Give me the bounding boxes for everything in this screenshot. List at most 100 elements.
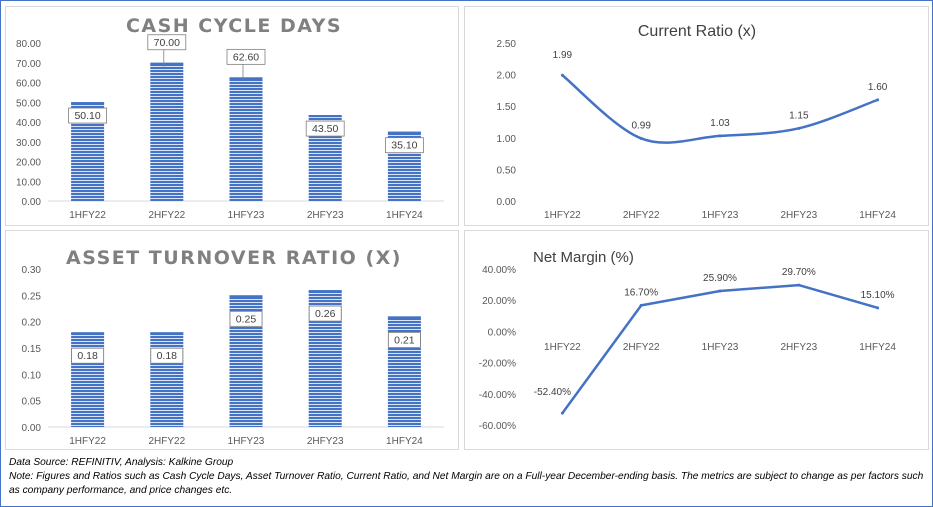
x-tick-label: 1HFY22	[69, 210, 106, 221]
y-tick-label: 50.00	[16, 98, 41, 109]
x-tick-label: 2HFY22	[148, 210, 185, 221]
data-label: 0.26	[315, 308, 336, 320]
data-label-box	[71, 347, 104, 364]
data-label: 43.50	[312, 123, 338, 135]
data-label: 0.25	[236, 313, 257, 325]
data-point	[718, 134, 722, 138]
y-tick-label: 0.20	[22, 318, 42, 329]
x-tick-label: 2HFY22	[623, 342, 660, 353]
data-point	[639, 136, 643, 140]
data-label: 1.60	[868, 82, 888, 93]
data-label: 25.90%	[703, 273, 737, 284]
data-label-box	[68, 107, 107, 124]
x-tick-label: 1HFY23	[702, 342, 739, 353]
data-point	[797, 126, 801, 130]
bar-top-edge	[387, 131, 421, 134]
y-tick-label: 10.00	[16, 177, 41, 188]
data-point	[797, 283, 801, 287]
x-tick-label: 2HFY23	[307, 210, 344, 221]
footnotes: Data Source: REFINITIV, Analysis: Kalkin…	[9, 456, 924, 498]
y-tick-label: 0.50	[497, 165, 517, 176]
y-tick-label: 60.00	[16, 79, 41, 90]
cash-cycle-days-panel: CASH CYCLE DAYS 0.00 10.00 20.00 30.00 40.00…	[5, 6, 459, 226]
bar-top-edge	[150, 62, 184, 65]
y-tick-label: 40.00	[16, 118, 41, 129]
data-label: 1.99	[553, 50, 573, 61]
data-point	[876, 98, 880, 102]
data-label-box	[384, 137, 424, 154]
asset-turnover-panel: ASSET TURNOVER RATIO (X) 0.00 0.05 0.10 0.1…	[5, 230, 459, 450]
data-label: 0.18	[157, 350, 178, 362]
y-tick-label: 0.25	[22, 291, 42, 302]
y-tick-label: -60.00%	[479, 421, 516, 432]
y-tick-label: 1.50	[497, 102, 517, 113]
data-label: 70.00	[154, 37, 180, 49]
data-label: 15.10%	[861, 290, 895, 301]
y-tick-label: 1.00	[497, 134, 517, 145]
current-ratio-panel: Current Ratio (x) 0.00 0.50 1.00 1.50 2.00 2.…	[464, 6, 929, 226]
y-tick-label: 0.15	[22, 344, 42, 355]
x-tick-label: 1HFY23	[702, 210, 739, 221]
series-line	[561, 74, 879, 144]
x-tick-label: 2HFY22	[148, 436, 185, 447]
chart-title: Net Margin (%)	[533, 249, 634, 266]
data-label: 62.60	[233, 51, 259, 63]
x-tick-label: 2HFY23	[780, 342, 817, 353]
data-label: 1.03	[710, 118, 730, 129]
data-label: 0.99	[631, 120, 651, 131]
data-label: 16.70%	[624, 287, 658, 298]
x-tick-label: 1HFY23	[228, 210, 265, 221]
y-tick-label: 20.00%	[482, 296, 516, 307]
y-tick-label: -40.00%	[479, 390, 516, 401]
bar	[150, 62, 184, 201]
y-tick-label: -20.00%	[479, 359, 516, 370]
y-tick-label: 80.00	[16, 39, 41, 50]
net-margin-chart: Net Margin (%) -60.00% -40.00% -20.00% 0.00…	[479, 249, 897, 432]
data-label: 35.10	[391, 140, 417, 152]
data-point	[876, 306, 880, 310]
bar-top-edge	[387, 316, 421, 319]
data-label: -52.40%	[534, 387, 571, 398]
data-source-note: Data Source: REFINITIV, Analysis: Kalkin…	[9, 457, 234, 468]
x-tick-label: 1HFY24	[859, 342, 896, 353]
y-tick-label: 20.00	[16, 158, 41, 169]
data-label-box	[387, 332, 421, 348]
y-tick-label: 0.00	[22, 197, 42, 208]
data-label: 1.15	[789, 110, 809, 121]
y-tick-label: 70.00	[16, 59, 41, 70]
y-tick-label: 0.05	[22, 397, 42, 408]
data-label: 0.18	[77, 350, 98, 362]
chart-title: ASSET TURNOVER RATIO (X)	[66, 247, 402, 269]
y-tick-label: 2.50	[497, 39, 517, 50]
x-tick-label: 1HFY22	[69, 436, 106, 447]
data-point	[560, 73, 564, 77]
data-label: 0.21	[394, 334, 415, 346]
data-label-box	[305, 120, 345, 137]
chart-title: CASH CYCLE DAYS	[126, 15, 342, 37]
bar	[71, 332, 105, 427]
bar	[229, 77, 263, 201]
data-label: 29.70%	[782, 267, 816, 278]
chart-title: Current Ratio (x)	[638, 23, 756, 40]
y-tick-label: 30.00	[16, 138, 41, 149]
bar-top-edge	[229, 295, 263, 298]
asset-turnover-chart: ASSET TURNOVER RATIO (X) 0.00 0.05 0.10 0.1…	[22, 247, 444, 447]
data-label-box	[150, 347, 184, 364]
y-tick-label: 0.00%	[488, 327, 516, 338]
x-tick-label: 2HFY22	[623, 210, 660, 221]
data-point	[560, 411, 564, 415]
bar-top-edge	[71, 102, 105, 105]
bar	[150, 332, 184, 427]
x-tick-label: 1HFY22	[544, 210, 581, 221]
bar-top-edge	[308, 290, 342, 293]
y-tick-label: 0.30	[22, 265, 42, 276]
y-tick-label: 0.00	[22, 423, 42, 434]
x-tick-label: 1HFY22	[544, 342, 581, 353]
bar-top-edge	[71, 332, 105, 335]
y-tick-label: 0.00	[497, 197, 517, 208]
y-tick-label: 2.00	[497, 71, 517, 82]
x-tick-label: 2HFY23	[307, 436, 344, 447]
cash-cycle-days-chart: CASH CYCLE DAYS 0.00 10.00 20.00 30.00 40.00…	[16, 15, 444, 221]
data-point	[718, 289, 722, 293]
